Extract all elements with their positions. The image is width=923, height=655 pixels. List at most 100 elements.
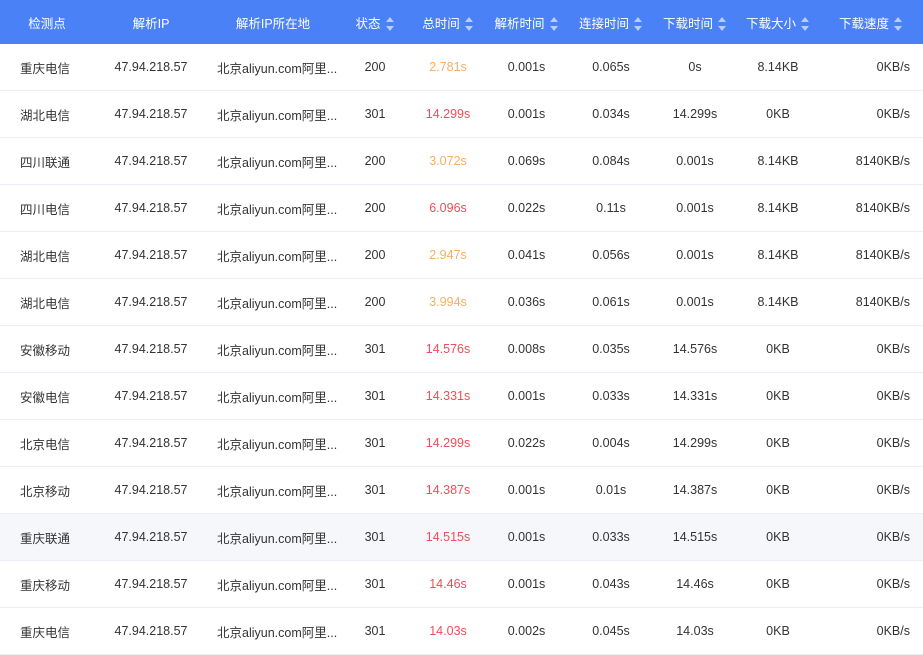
cell-download-size: 0KB [737, 90, 819, 138]
sort-icon[interactable] [634, 17, 643, 32]
cell-connect-time: 0.01s [569, 466, 653, 514]
cell-location: 湖北电信 [0, 90, 94, 138]
cell-download-speed: 0KB/s [819, 419, 923, 467]
cell-ip-location: 北京aliyun.com阿里... [208, 184, 338, 232]
cell-download-time: 14.299s [653, 90, 737, 138]
cell-total-time: 14.03s [412, 607, 484, 655]
cell-ip: 47.94.218.57 [94, 560, 208, 608]
cell-download-speed: 8140KB/s [819, 184, 923, 232]
cell-status: 301 [338, 560, 412, 608]
cell-status: 301 [338, 513, 412, 561]
cell-download-speed: 8140KB/s [819, 278, 923, 326]
sort-icon[interactable] [385, 17, 395, 32]
cell-status: 200 [338, 278, 412, 326]
cell-download-speed: 0KB/s [819, 513, 923, 561]
cell-download-size: 0KB [737, 560, 819, 608]
cell-ip-location: 北京aliyun.com阿里... [208, 44, 338, 91]
table-row: 重庆移动 47.94.218.57 北京aliyun.com阿里... 301 14.4… [0, 560, 923, 608]
cell-status: 301 [338, 419, 412, 467]
cell-download-size: 0KB [737, 513, 819, 561]
table-row: 安徽电信 47.94.218.57 北京aliyun.com阿里... 301 14.3… [0, 372, 923, 420]
cell-download-speed: 0KB/s [819, 372, 923, 420]
cell-ip: 47.94.218.57 [94, 372, 208, 420]
cell-ip-location: 北京aliyun.com阿里... [208, 560, 338, 608]
cell-ip-location: 北京aliyun.com阿里... [208, 90, 338, 138]
col-header-download-size[interactable]: 下载大小 [737, 0, 819, 44]
cell-ip-location: 北京aliyun.com阿里... [208, 607, 338, 655]
cell-connect-time: 0.045s [569, 607, 653, 655]
cell-ip-location: 北京aliyun.com阿里... [208, 466, 338, 514]
cell-connect-time: 0.056s [569, 231, 653, 279]
sort-icon[interactable] [801, 17, 810, 32]
cell-location: 安徽移动 [0, 325, 94, 373]
cell-status: 301 [338, 466, 412, 514]
cell-download-speed: 0KB/s [819, 325, 923, 373]
cell-total-time: 14.387s [412, 466, 484, 514]
cell-connect-time: 0.033s [569, 372, 653, 420]
cell-total-time: 2.781s [412, 44, 484, 91]
cell-ip-location: 北京aliyun.com阿里... [208, 137, 338, 185]
cell-total-time: 14.576s [412, 325, 484, 373]
cell-ip: 47.94.218.57 [94, 278, 208, 326]
cell-ip: 47.94.218.57 [94, 325, 208, 373]
cell-resolve-time: 0.001s [484, 513, 569, 561]
cell-location: 重庆电信 [0, 44, 94, 91]
cell-location: 重庆电信 [0, 607, 94, 655]
cell-download-time: 0.001s [653, 137, 737, 185]
cell-total-time: 3.072s [412, 137, 484, 185]
col-header-connect-time[interactable]: 连接时间 [569, 0, 653, 44]
col-header-download-speed[interactable]: 下载速度 [819, 0, 923, 44]
cell-download-speed: 8140KB/s [819, 231, 923, 279]
cell-download-speed: 8140KB/s [819, 137, 923, 185]
table-row: 重庆电信 47.94.218.57 北京aliyun.com阿里... 301 14.0… [0, 607, 923, 655]
cell-download-time: 14.515s [653, 513, 737, 561]
table-body: 重庆电信 47.94.218.57 北京aliyun.com阿里... 200 2.78… [0, 44, 923, 655]
sort-icon[interactable] [894, 17, 903, 32]
cell-download-time: 14.03s [653, 607, 737, 655]
cell-download-time: 14.331s [653, 372, 737, 420]
table-row: 湖北电信 47.94.218.57 北京aliyun.com阿里... 200 3.99… [0, 278, 923, 326]
sort-icon[interactable] [718, 17, 727, 32]
cell-ip: 47.94.218.57 [94, 44, 208, 91]
col-header-ip: 解析IP [94, 0, 208, 44]
col-header-total-time[interactable]: 总时间 [412, 0, 484, 44]
cell-total-time: 14.46s [412, 560, 484, 608]
sort-icon[interactable] [464, 17, 474, 32]
col-header-status[interactable]: 状态 [338, 0, 412, 44]
cell-download-speed: 0KB/s [819, 560, 923, 608]
cell-connect-time: 0.11s [569, 184, 653, 232]
cell-resolve-time: 0.001s [484, 90, 569, 138]
cell-ip-location: 北京aliyun.com阿里... [208, 419, 338, 467]
cell-connect-time: 0.033s [569, 513, 653, 561]
cell-status: 200 [338, 184, 412, 232]
cell-resolve-time: 0.001s [484, 466, 569, 514]
cell-download-size: 0KB [737, 372, 819, 420]
cell-connect-time: 0.084s [569, 137, 653, 185]
table-row: 湖北电信 47.94.218.57 北京aliyun.com阿里... 200 2.94… [0, 231, 923, 279]
table-row: 北京电信 47.94.218.57 北京aliyun.com阿里... 301 14.2… [0, 419, 923, 467]
cell-total-time: 6.096s [412, 184, 484, 232]
table-header-row: 检测点 解析IP 解析IP所在地 状态 总时间 解析时间 连接时间 下载时间 下… [0, 0, 923, 44]
cell-download-speed: 0KB/s [819, 466, 923, 514]
col-header-download-time[interactable]: 下载时间 [653, 0, 737, 44]
cell-connect-time: 0.034s [569, 90, 653, 138]
col-header-resolve-time[interactable]: 解析时间 [484, 0, 569, 44]
cell-resolve-time: 0.001s [484, 372, 569, 420]
cell-download-size: 0KB [737, 419, 819, 467]
table-row: 重庆联通 47.94.218.57 北京aliyun.com阿里... 301 14.5… [0, 513, 923, 561]
cell-download-size: 0KB [737, 466, 819, 514]
cell-status: 301 [338, 325, 412, 373]
cell-ip: 47.94.218.57 [94, 513, 208, 561]
col-header-location: 检测点 [0, 0, 94, 44]
sort-icon[interactable] [549, 17, 559, 32]
cell-total-time: 2.947s [412, 231, 484, 279]
cell-ip: 47.94.218.57 [94, 419, 208, 467]
cell-location: 北京电信 [0, 419, 94, 467]
cell-location: 四川联通 [0, 137, 94, 185]
cell-ip: 47.94.218.57 [94, 137, 208, 185]
cell-connect-time: 0.035s [569, 325, 653, 373]
cell-resolve-time: 0.022s [484, 419, 569, 467]
cell-download-time: 14.299s [653, 419, 737, 467]
cell-location: 湖北电信 [0, 231, 94, 279]
